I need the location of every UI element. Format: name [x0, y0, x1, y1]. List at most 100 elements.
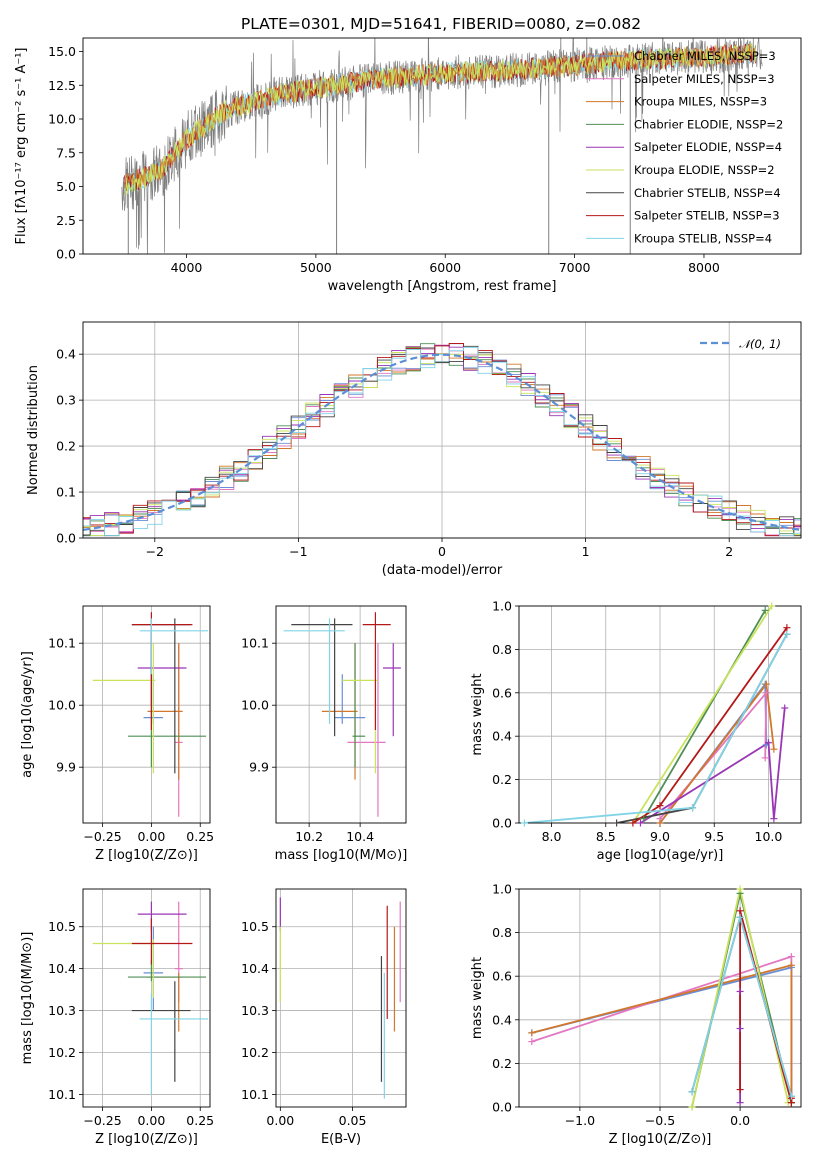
mw_age-marker-salp_elodie — [781, 704, 789, 712]
mw_z-marker-krou_miles — [528, 1029, 536, 1037]
mass_ebv-tick-label-y: 10.2 — [241, 1045, 269, 1060]
mw_age-tick-label-y: 0.2 — [492, 772, 512, 787]
spectrum-legend-label: Kroupa STELIB, NSSP=4 — [634, 231, 772, 245]
mass_ebv-tick-label-y: 10.1 — [241, 1087, 269, 1102]
age_z-xlabel: Z [log10(Z/Z⊙)] — [95, 848, 198, 863]
mw_age-marker-salp_stelib — [783, 624, 791, 632]
spectrum-tick-label-y: 5.0 — [56, 179, 76, 194]
age_mass-tick-label-y: 10.1 — [241, 636, 269, 651]
spectrum-tick-label-y: 0.0 — [56, 247, 76, 262]
age_z-point-chab_stelib — [131, 618, 191, 774]
mw_z-tick-label-y: 0.2 — [492, 1056, 512, 1071]
mw_age-tick-label-x: 10.0 — [755, 829, 783, 844]
age_mass-tick-label-y: 10.0 — [241, 698, 269, 713]
mass_ebv-xlabel: E(B-V) — [321, 1132, 361, 1147]
mw_z-series-chab_stelib — [691, 913, 793, 1097]
mass_z-point-chab_stelib — [131, 981, 191, 1082]
residuals-legend-label: 𝒩(0, 1) — [739, 337, 781, 351]
mw_age-axes: 8.0 8.5 9.0 9.5 10.0 0.0 0.2 0.4 0.6 0.8 1.0 age [l… — [470, 599, 802, 863]
mass_ebv-tick-label-x: 0.05 — [339, 1113, 367, 1128]
age_z-tick-label-y: 10.0 — [48, 698, 76, 713]
residual-histogram-chab_elodie — [83, 343, 801, 537]
spectrum-legend-label: Chabrier STELIB, NSSP=4 — [634, 186, 781, 200]
mw_age-marker-salp_miles — [762, 689, 770, 697]
age_z-tick-label-x: 0.00 — [137, 829, 165, 844]
age_mass-plot-area — [283, 612, 401, 817]
mass_z-point-salp_stelib — [131, 918, 193, 965]
mw_z-marker-salp_miles — [787, 953, 795, 961]
mw_z-series-krou_miles — [531, 964, 793, 1103]
age_mass-tick-label-y: 9.9 — [249, 760, 269, 775]
mass_ebv-tick-label-y: 10.5 — [241, 919, 269, 934]
mw_age-marker-chab_elodie — [761, 606, 769, 614]
age_z-tick-label-x: 0.25 — [186, 829, 214, 844]
mw_z-series-chab_miles — [531, 966, 793, 1103]
mw_z-marker-salp_stelib — [736, 1086, 744, 1094]
mw_age-marker-salp_elodie — [764, 739, 772, 747]
mw_z-tick-label-x: −1.0 — [565, 1113, 595, 1128]
mw_z-tick-label-y: 0.4 — [492, 1012, 512, 1027]
mw_z-plot-area — [531, 889, 793, 1107]
mw_z-marker-salp_miles — [528, 1038, 536, 1046]
mw_age-tick-label-x: 8.5 — [596, 829, 616, 844]
mw_age-tick-label-y: 0.8 — [492, 642, 512, 657]
spectrum-title: PLATE=0301, MJD=51641, FIBERID=0080, z=0… — [241, 15, 641, 33]
mw_z-marker-salp_stelib — [736, 907, 744, 915]
mw_age-marker-chab_stelib — [613, 819, 621, 827]
residual-histogram-salp_stelib — [83, 343, 801, 537]
mw_age-marker-krou_miles — [762, 680, 770, 688]
age_z-point-salp_stelib — [131, 612, 193, 730]
mw_z-marker-krou_elodie — [736, 885, 744, 893]
mass_z-tick-label-x: −0.25 — [83, 1113, 121, 1128]
residuals-tick-label-y: 0.4 — [56, 347, 76, 362]
mass_ebv-tick-label-y: 10.3 — [241, 1003, 269, 1018]
mw_age-series-chab_elodie — [642, 609, 766, 820]
mass_ebv-tick-label-y: 10.4 — [241, 961, 269, 976]
age_z-tick-label-y: 10.1 — [48, 636, 76, 651]
residuals-frame — [82, 321, 802, 539]
age_mass-axes: 10.2 10.4 9.9 10.0 10.1 mass [log10(M/M⊙)] — [241, 605, 407, 863]
mw_z-axes: −1.0 −0.5 0.0 0.0 0.2 0.4 0.6 0.8 1.0 Z [log10(Z/… — [470, 882, 802, 1147]
age_mass-point-chab_miles — [334, 674, 366, 724]
mw_age-tick-label-y: 0.4 — [492, 729, 512, 744]
mass_z-ylabel: mass [log10(M/M⊙)] — [20, 932, 35, 1065]
age_mass-tick-label-x: 10.4 — [346, 829, 374, 844]
residuals-tick-label-x: 0 — [438, 544, 446, 559]
mw_z-marker-salp_elodie — [736, 1025, 744, 1033]
spectrum-model-line-krou_elodie — [124, 43, 756, 197]
spectrum-legend-label: Salpeter MILES, NSSP=3 — [634, 72, 775, 86]
mass_ebv-axes: 0.00 0.05 10.1 10.2 10.3 10.4 10.5 E(B-V) — [241, 888, 407, 1147]
age_z-point-krou_stelib — [139, 618, 209, 675]
age_z-tick-label-x: −0.25 — [83, 829, 121, 844]
residuals-tick-label-x: 2 — [725, 544, 733, 559]
residual-histogram-chab_stelib — [83, 345, 801, 537]
mass_z-tick-label-x: 0.25 — [186, 1113, 214, 1128]
mw_z-marker-krou_stelib — [688, 1088, 696, 1096]
spectrum-legend-label: Kroupa ELODIE, NSSP=2 — [634, 163, 775, 177]
mw_age-xlabel: age [log10(age/yr)] — [597, 848, 724, 863]
spectrum-legend-label: Salpeter STELIB, NSSP=3 — [634, 209, 780, 223]
residuals-plot-area — [83, 343, 801, 537]
mw_z-series-salp_miles — [531, 955, 793, 1103]
mw_z-marker-krou_elodie — [688, 1103, 696, 1111]
mw_z-tick-label-y: 1.0 — [492, 882, 512, 897]
spectrum-xlabel: wavelength [Angstrom, rest frame] — [328, 279, 557, 294]
residual-histogram-krou_stelib — [83, 346, 801, 537]
chart-layer: 4000 5000 6000 7000 80000.02.55.07.510.012.5… — [14, 37, 802, 1147]
age_mass-point-chab_elodie — [352, 643, 366, 768]
mw_z-ylabel: mass weight — [470, 957, 485, 1039]
mw_age-marker-krou_miles — [770, 745, 778, 753]
mw_age-marker-salp_elodie — [636, 819, 644, 827]
mw_z-marker-krou_stelib — [787, 1092, 795, 1100]
spectrum-legend-label: Kroupa MILES, NSSP=3 — [634, 95, 767, 109]
mass_z-tick-label-y: 10.5 — [48, 919, 76, 934]
mw_z-tick-label-x: 0.0 — [730, 1113, 750, 1128]
age_mass-point-salp_stelib — [362, 612, 391, 730]
spectrum-tick-label-x: 8000 — [688, 260, 720, 275]
mass_z-tick-label-y: 10.1 — [48, 1087, 76, 1102]
spectrum-tick-label-y: 15.0 — [48, 44, 76, 59]
spectrum-legend-label: Salpeter ELODIE, NSSP=4 — [634, 140, 782, 154]
mw_z-tick-label-x: −0.5 — [645, 1113, 675, 1128]
age_z-frame — [82, 605, 211, 824]
mw_z-marker-salp_elodie — [736, 1099, 744, 1107]
